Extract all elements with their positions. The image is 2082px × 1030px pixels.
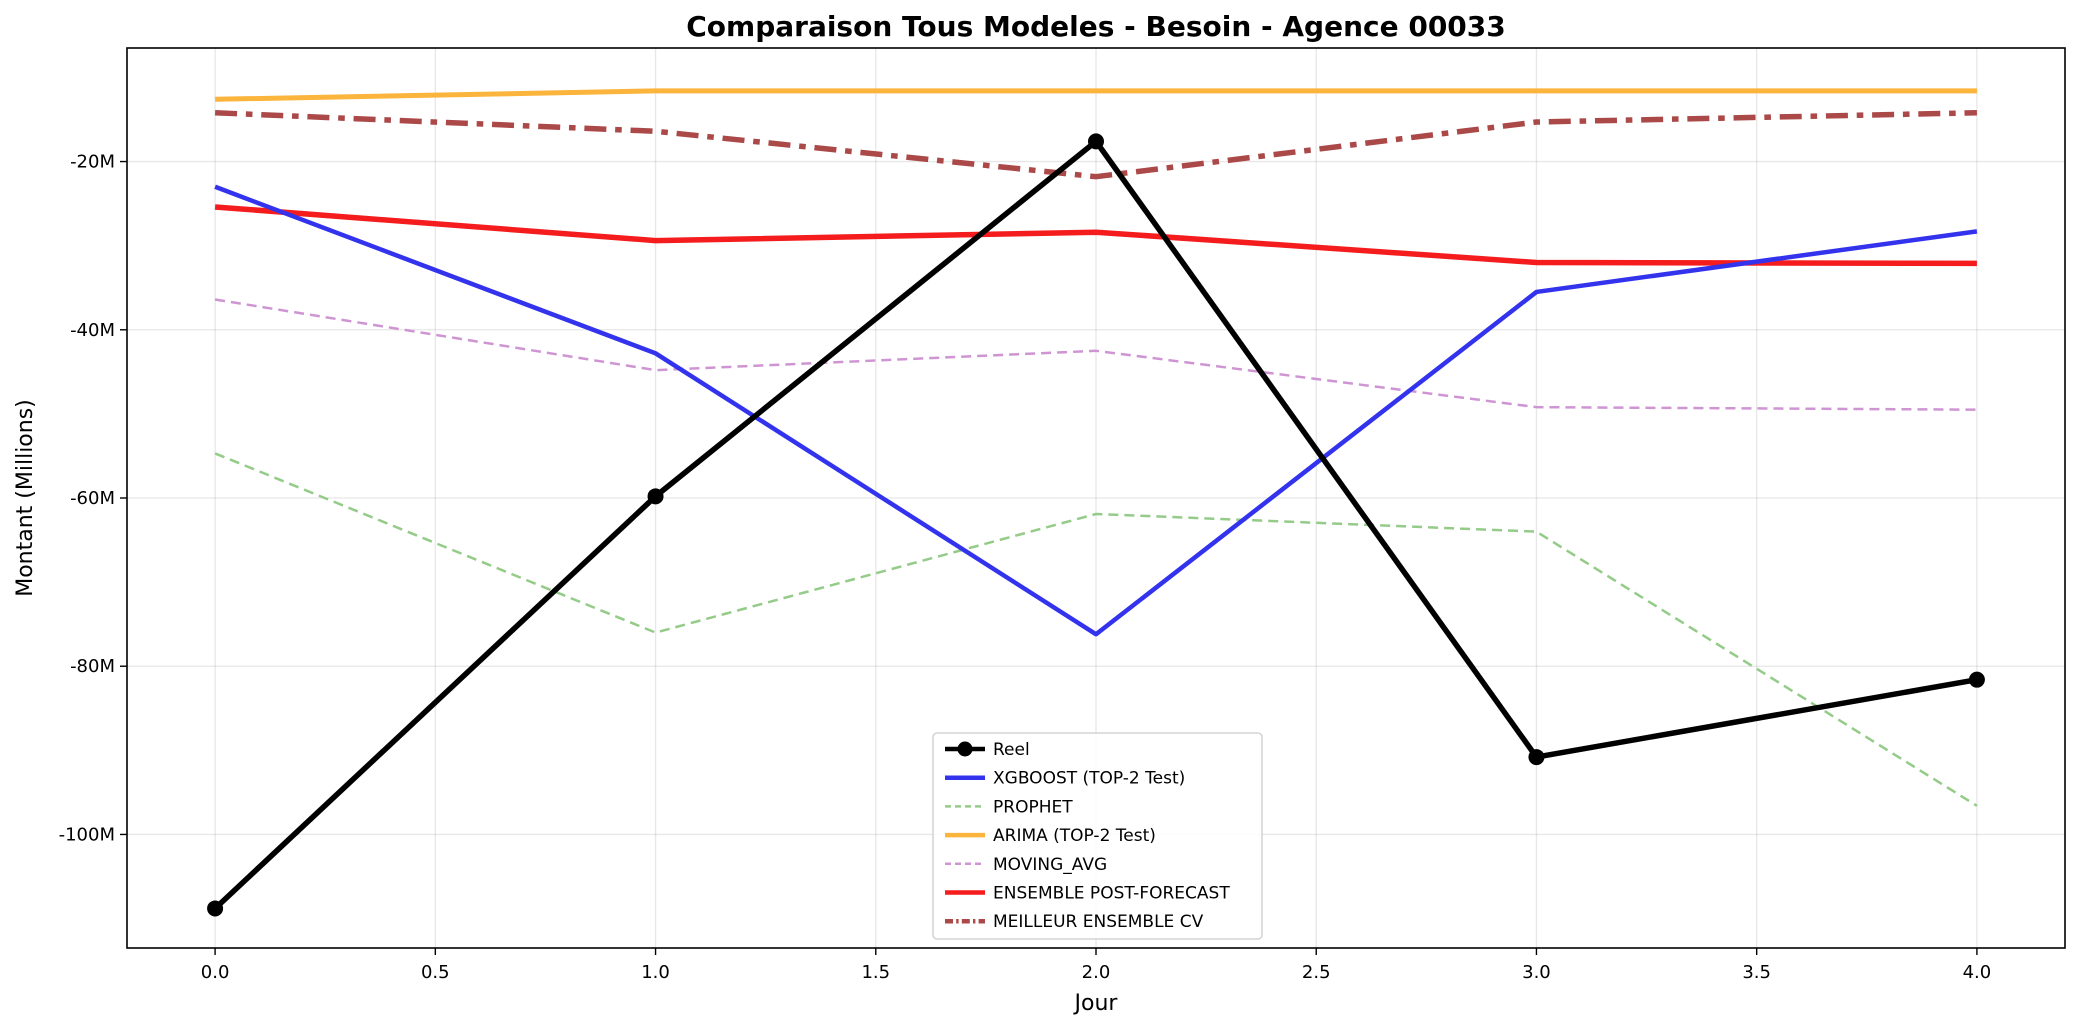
series-line-ensemble-post-forecast	[214, 204, 1977, 267]
y-axis-label: Montant (Millions)	[13, 399, 38, 597]
x-tick-label: 3.0	[1522, 962, 1551, 983]
chart-title: Comparaison Tous Modeles - Besoin - Agen…	[686, 10, 1506, 43]
y-tick-label: -40M	[70, 320, 115, 341]
series-line-moving-avg	[214, 298, 1977, 411]
series-line-arima-top-2-test	[215, 88, 1977, 102]
x-tick-label: 1.5	[861, 962, 890, 983]
legend-label: ENSEMBLE POST-FORECAST	[993, 884, 1230, 904]
data-point-reel	[1968, 671, 1985, 688]
data-point-reel	[647, 488, 664, 505]
y-tick-label: -60M	[70, 488, 115, 509]
legend-label: ARIMA (TOP-2 Test)	[993, 826, 1156, 846]
x-tick-label: 2.0	[1082, 962, 1111, 983]
legend-label: Reel	[993, 740, 1030, 760]
y-axis-ticks: -100M -80M -60M -40M -20M	[59, 152, 127, 845]
legend-label: PROPHET	[993, 797, 1073, 817]
x-tick-label: 0.0	[201, 962, 230, 983]
data-point-reel	[207, 900, 224, 917]
y-tick-label: -100M	[59, 824, 115, 845]
legend: Reel XGBOOST (TOP-2 Test) PROPHET ARIMA (TO…	[932, 732, 1263, 940]
x-tick-label: 0.5	[421, 962, 450, 983]
x-tick-label: 2.5	[1302, 962, 1331, 983]
x-axis-label: Jour	[1073, 991, 1119, 1016]
x-tick-label: 3.5	[1742, 962, 1771, 983]
series-line-xgboost-top-2-test	[214, 184, 1978, 637]
series-line-prophet	[214, 452, 1978, 807]
y-tick-label: -20M	[70, 152, 115, 173]
legend-label: XGBOOST (TOP-2 Test)	[993, 769, 1185, 789]
data-point-reel	[1528, 749, 1545, 766]
y-tick-label: -80M	[70, 656, 115, 677]
series-layer	[207, 88, 1985, 917]
x-tick-label: 1.0	[641, 962, 670, 983]
x-axis-ticks: 0.0 0.5 1.0 1.5 2.0 2.5 3.0 3.5 4.0	[201, 948, 1991, 983]
legend-box	[932, 732, 1263, 940]
x-tick-label: 4.0	[1963, 962, 1992, 983]
data-point-reel	[1088, 133, 1104, 150]
grid-lines	[127, 48, 2065, 948]
series-line-meilleur-ensemble-cv	[214, 110, 1977, 180]
legend-label: MEILLEUR ENSEMBLE CV	[993, 912, 1204, 932]
legend-marker	[957, 741, 973, 757]
legend-label: MOVING_AVG	[993, 855, 1107, 875]
